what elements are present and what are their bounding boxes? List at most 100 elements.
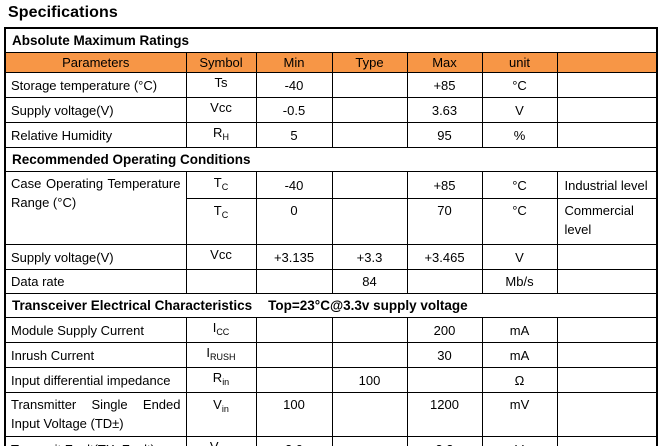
- cell-type: [331, 392, 408, 437]
- cell-parameter: Transmitter Single Ended Input Voltage (…: [4, 392, 187, 437]
- cell-min: +3.135: [255, 244, 333, 270]
- column-header-symbol: Symbol: [185, 52, 257, 73]
- cell-symbol: TC: [185, 171, 257, 199]
- row-storage-temperature: Storage temperature (°C) Ts -40 +85 °C: [4, 72, 658, 98]
- cell-note: [556, 122, 658, 148]
- cell-unit: °C: [481, 171, 558, 199]
- cell-note: [556, 97, 658, 123]
- cell-symbol: VOH: [185, 436, 257, 446]
- cell-symbol: Vcc: [185, 97, 257, 123]
- symbol-subscript: in: [221, 404, 229, 414]
- cell-type: [331, 72, 408, 98]
- cell-symbol: TC: [185, 198, 257, 245]
- cell-type: [331, 198, 408, 245]
- cell-unit: V: [481, 97, 558, 123]
- symbol-subscript: C: [221, 182, 229, 192]
- section-row-recommended-operating-conditions: Recommended Operating Conditions: [4, 147, 658, 172]
- cell-parameter: Supply voltage(V): [4, 244, 187, 270]
- symbol-base: V: [210, 439, 219, 446]
- cell-max: 95: [406, 122, 483, 148]
- cell-unit: mA: [481, 317, 558, 343]
- cell-symbol: Vin: [185, 392, 257, 437]
- cell-min: 100: [255, 392, 333, 437]
- cell-min: -40: [255, 72, 333, 98]
- row-case-temp-industrial: Case Operating Temperature Range (°C) TC…: [4, 171, 658, 245]
- cell-max: +85: [406, 72, 483, 98]
- section-title-cell: Transceiver Electrical Characteristics To…: [4, 293, 658, 318]
- cell-max: 3.3: [406, 436, 483, 446]
- cell-parameter: Module Supply Current: [4, 317, 187, 343]
- cell-note: Industrial level: [556, 171, 658, 199]
- row-relative-humidity: Relative Humidity RH 5 95 %: [4, 122, 658, 148]
- section-title: Transceiver Electrical Characteristics: [12, 298, 253, 313]
- column-header-min: Min: [255, 52, 333, 73]
- cell-parameter: Supply voltage(V): [4, 97, 187, 123]
- column-header-row: Parameters Symbol Min Type Max unit: [4, 52, 658, 73]
- symbol-subscript: C: [221, 210, 229, 220]
- cell-note: [556, 244, 658, 270]
- cell-symbol: Rin: [185, 367, 257, 393]
- section-title: Absolute Maximum Ratings: [4, 27, 658, 53]
- cell-min: [255, 367, 333, 393]
- cell-note: [556, 392, 658, 437]
- cell-parameter: Input differential impedance: [4, 367, 187, 393]
- cell-parameter: Relative Humidity: [4, 122, 187, 148]
- row-transmit-fault: Transmit Fault(TX_Fault) VOH 2.0 3.3 V: [4, 436, 658, 446]
- cell-unit: °C: [481, 72, 558, 98]
- cell-unit: %: [481, 122, 558, 148]
- cell-symbol: Ts: [185, 72, 257, 98]
- symbol-base: Ts: [214, 75, 228, 90]
- cell-note: [556, 436, 658, 446]
- cell-type: 100: [331, 367, 408, 393]
- cell-max: [406, 269, 483, 294]
- column-header-type: Type: [331, 52, 408, 73]
- cell-parameter: Data rate: [4, 269, 187, 294]
- cell-note: [556, 269, 658, 294]
- symbol-base: I: [212, 320, 217, 335]
- symbol-base: T: [213, 203, 222, 218]
- symbol-base: V: [213, 397, 222, 412]
- symbol-base: R: [212, 370, 223, 385]
- column-header-unit: unit: [481, 52, 558, 73]
- symbol-base: R: [213, 125, 223, 140]
- cell-min: -40: [255, 171, 333, 199]
- cell-note: Commercial level: [556, 198, 658, 245]
- row-input-differential-impedance: Input differential impedance Rin 100 Ω: [4, 367, 658, 393]
- symbol-base: Vcc: [210, 247, 232, 262]
- cell-unit: Mb/s: [481, 269, 558, 294]
- cell-min: [255, 317, 333, 343]
- section-title: Recommended Operating Conditions: [4, 147, 658, 172]
- cell-max: 200: [406, 317, 483, 343]
- symbol-subscript: RUSH: [210, 352, 236, 362]
- cell-symbol: [185, 269, 257, 294]
- parameter-line-2: Input Voltage (TD±): [11, 416, 124, 431]
- cell-type: [331, 122, 408, 148]
- cell-min: -0.5: [255, 97, 333, 123]
- cell-unit: Ω: [481, 367, 558, 393]
- parameter-line-2: Range (°C): [11, 195, 77, 210]
- cell-max: 70: [406, 198, 483, 245]
- cell-type: [331, 317, 408, 343]
- cell-unit: °C: [481, 198, 558, 245]
- cell-symbol: ICC: [185, 317, 257, 343]
- symbol-subscript: in: [222, 377, 230, 387]
- column-header-parameters: Parameters: [4, 52, 187, 73]
- row-inrush-current: Inrush Current IRUSH 30 mA: [4, 342, 658, 368]
- cell-parameter: Inrush Current: [4, 342, 187, 368]
- cell-type: [331, 436, 408, 446]
- cell-note: [556, 317, 658, 343]
- cell-max: +3.465: [406, 244, 483, 270]
- cell-max: +85: [406, 171, 483, 199]
- symbol-base: T: [213, 175, 222, 190]
- page-title: Specifications: [8, 4, 118, 21]
- cell-max: 3.63: [406, 97, 483, 123]
- cell-min: [255, 342, 333, 368]
- parameter-line-1: Case Operating Temperature: [11, 176, 181, 191]
- cell-parameter: Case Operating Temperature Range (°C): [4, 171, 187, 245]
- cell-min: 0: [255, 198, 333, 245]
- cell-symbol: Vcc: [185, 244, 257, 270]
- cell-symbol: RH: [185, 122, 257, 148]
- cell-type: [331, 171, 408, 199]
- column-header-max: Max: [406, 52, 483, 73]
